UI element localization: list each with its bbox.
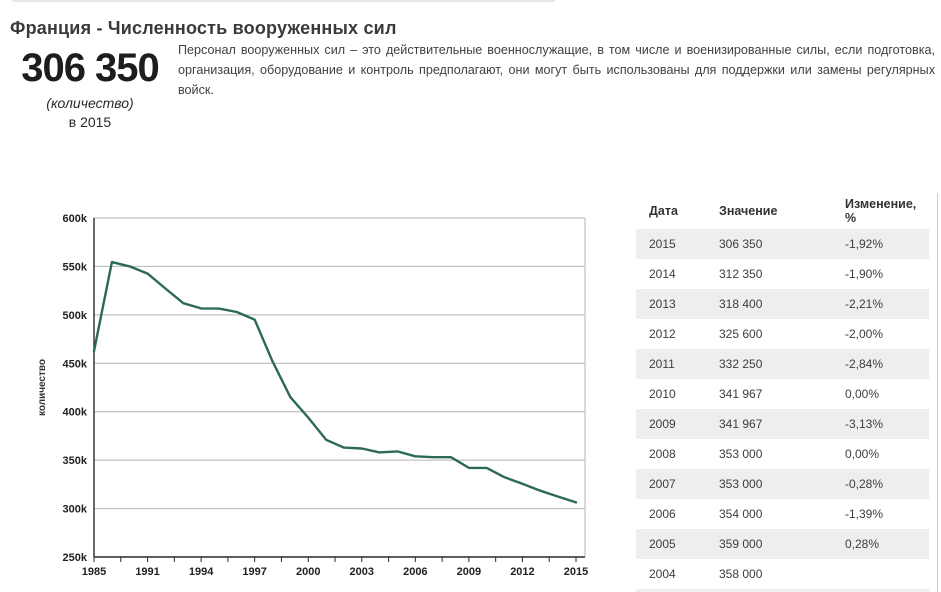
stat-value: 306 350 [21, 46, 160, 90]
value-cell: 353 000 [719, 447, 763, 461]
date-cell: 2011 [649, 357, 675, 371]
x-tick-label: 1985 [82, 566, 106, 578]
header-change: Изменение, % [845, 197, 917, 226]
x-tick-label: 2009 [457, 566, 481, 578]
date-cell: 2004 [649, 567, 676, 581]
table-right-border [937, 193, 938, 592]
header-date: Дата [649, 204, 678, 218]
change-cell: -1,39% [845, 507, 884, 521]
x-tick-label: 1994 [189, 566, 214, 578]
x-tick-label: 1991 [135, 566, 159, 578]
y-tick-label: 550k [63, 261, 88, 273]
date-cell: 2013 [649, 297, 676, 311]
line-chart: 250k 300k 350k 400k 450k 500k 550k 600k 1985 1991… [35, 193, 600, 592]
x-tick-label: 2003 [350, 566, 374, 578]
chart-svg: 250k 300k 350k 400k 450k 500k 550k 600k 1985 1991… [37, 213, 588, 578]
value-cell: 306 350 [719, 237, 763, 251]
change-cell: -2,21% [845, 297, 884, 311]
change-cell: 0,00% [845, 387, 880, 401]
table-row: 2015 306 350 -1,92% [636, 229, 929, 259]
date-cell: 2012 [649, 327, 676, 341]
table-body: 2015 306 350 -1,92% 2014 312 350 -1,90% 2013 31… [636, 229, 929, 592]
change-cell: 0,00% [845, 447, 880, 461]
stat-unit-label: (количество) [46, 95, 134, 111]
table-row: 2009 341 967 -3,13% [636, 409, 929, 439]
y-tick-label: 500k [63, 310, 88, 322]
line-series [92, 260, 578, 504]
stat-year-label: в 2015 [68, 114, 112, 130]
table-row: 2005 359 000 0,28% [636, 529, 929, 559]
value-cell: 312 350 [719, 267, 763, 281]
value-cell: 353 000 [719, 477, 763, 491]
x-tick-label: 2015 [564, 566, 588, 578]
value-cell: 332 250 [719, 357, 763, 371]
table-header-row: Дата Значение Изменение, % [636, 193, 929, 229]
date-cell: 2014 [649, 267, 676, 281]
date-cell: 2006 [649, 507, 676, 521]
change-cell: -1,90% [845, 267, 884, 281]
page-title: Франция - Численность вооруженных сил [10, 18, 397, 39]
y-tick-label: 450k [63, 358, 88, 370]
stat-block: 306 350 (количество) в 2015 [8, 48, 172, 130]
table-row-partial [636, 589, 929, 592]
table-row: 2012 325 600 -2,00% [636, 319, 929, 349]
date-cell: 2015 [649, 237, 676, 251]
y-tick-label: 400k [63, 407, 88, 419]
header-value: Значение [719, 204, 778, 218]
value-cell: 341 967 [719, 387, 763, 401]
y-tick-label: 250k [63, 552, 88, 564]
value-cell: 341 967 [719, 417, 763, 431]
date-cell: 2009 [649, 417, 676, 431]
change-cell: -0,28% [845, 477, 884, 491]
table-row: 2008 353 000 0,00% [636, 439, 929, 469]
value-cell: 318 400 [719, 297, 763, 311]
date-cell: 2010 [649, 387, 676, 401]
table-row: 2011 332 250 -2,84% [636, 349, 929, 379]
change-cell: -2,84% [845, 357, 884, 371]
x-tick-label: 1997 [242, 566, 266, 578]
change-cell: -1,92% [845, 237, 884, 251]
y-axis-title: количество [37, 359, 48, 416]
x-tick-label: 2012 [510, 566, 534, 578]
table-row: 2014 312 350 -1,90% [636, 259, 929, 289]
date-cell: 2005 [649, 537, 676, 551]
date-cell: 2007 [649, 477, 676, 491]
value-cell: 325 600 [719, 327, 763, 341]
table-row: 2010 341 967 0,00% [636, 379, 929, 409]
date-cell: 2008 [649, 447, 676, 461]
table-row: 2007 353 000 -0,28% [636, 469, 929, 499]
value-cell: 354 000 [719, 507, 763, 521]
change-cell: 0,28% [845, 537, 880, 551]
change-cell: -3,13% [845, 417, 884, 431]
top-divider [12, 0, 555, 2]
table-row: 2006 354 000 -1,39% [636, 499, 929, 529]
y-tick-label: 600k [63, 213, 88, 225]
y-tick-label: 350k [63, 455, 88, 467]
x-tick-label: 2000 [296, 566, 320, 578]
data-table: Дата Значение Изменение, % 2015 306 350 -1… [636, 193, 929, 592]
x-tick-label: 2006 [403, 566, 427, 578]
table-row: 2013 318 400 -2,21% [636, 289, 929, 319]
value-cell: 358 000 [719, 567, 763, 581]
table-row: 2004 358 000 [636, 559, 929, 589]
value-cell: 359 000 [719, 537, 763, 551]
y-tick-label: 300k [63, 504, 88, 516]
change-cell: -2,00% [845, 327, 884, 341]
indicator-description: Персонал вооруженных сил – это действите… [178, 43, 935, 97]
